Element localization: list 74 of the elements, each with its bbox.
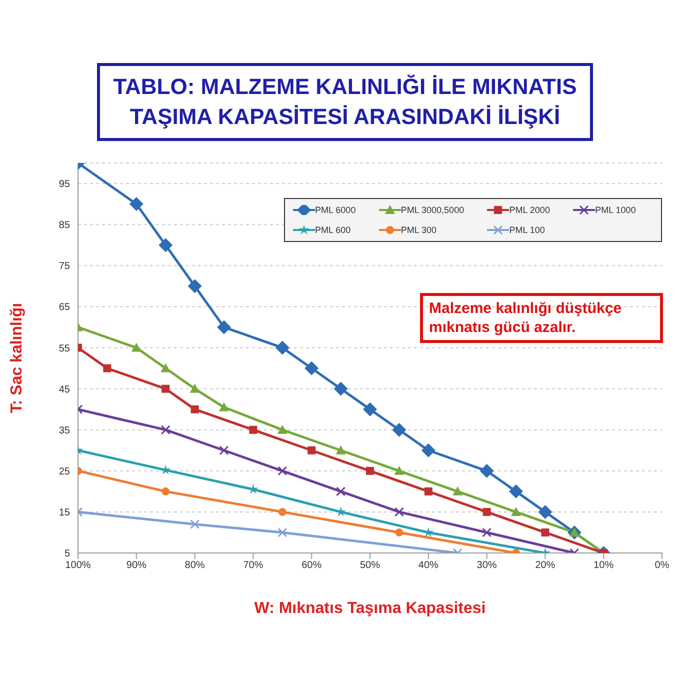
point bbox=[278, 466, 288, 476]
y-tick-label: 65 bbox=[58, 302, 70, 314]
point bbox=[452, 486, 463, 496]
point bbox=[278, 508, 286, 516]
point bbox=[392, 422, 406, 437]
point bbox=[158, 238, 173, 252]
legend-label: PML 100 bbox=[509, 225, 545, 235]
point bbox=[480, 464, 494, 478]
legend-label: PML 6000 bbox=[315, 205, 356, 215]
point bbox=[394, 466, 404, 475]
point bbox=[541, 528, 550, 536]
x-axis-title: W: Mıknatıs Taşıma Kapasitesi bbox=[254, 600, 486, 617]
x-tick-label: 0% bbox=[654, 560, 670, 572]
point bbox=[304, 361, 319, 376]
x-tick-label: 90% bbox=[126, 560, 147, 572]
point bbox=[277, 424, 288, 434]
x-tick-label: 60% bbox=[302, 560, 322, 572]
y-tick-label: 25 bbox=[58, 466, 70, 478]
x-tick-label: 40% bbox=[418, 560, 439, 572]
x-tick-label: 70% bbox=[243, 560, 264, 572]
y-tick-label: 85 bbox=[58, 220, 70, 232]
point bbox=[219, 446, 229, 456]
point bbox=[511, 506, 521, 516]
point bbox=[217, 320, 231, 334]
y-tick-label: 55 bbox=[58, 343, 70, 354]
point bbox=[336, 445, 346, 454]
point bbox=[334, 382, 348, 396]
x-tick-label: 80% bbox=[184, 560, 205, 572]
point bbox=[129, 197, 144, 212]
point bbox=[509, 484, 523, 498]
y-tick-label: 45 bbox=[58, 384, 70, 396]
point bbox=[162, 487, 170, 496]
y-tick-label: 5 bbox=[64, 548, 70, 560]
legend-label: PML 1000 bbox=[595, 205, 636, 215]
legend-label: PML 2000 bbox=[509, 205, 550, 215]
point bbox=[363, 402, 377, 416]
point bbox=[103, 364, 112, 372]
point bbox=[131, 342, 142, 352]
annotation: Malzeme kalınlığı düştükçe mıknatıs gücü azalır. bbox=[420, 293, 663, 343]
legend-label: PML 300 bbox=[400, 225, 437, 235]
x-tick-label: 50% bbox=[360, 560, 380, 572]
point bbox=[160, 425, 170, 435]
y-tick-label: 95 bbox=[58, 179, 70, 190]
point bbox=[394, 507, 404, 517]
point bbox=[249, 426, 258, 434]
point bbox=[219, 402, 229, 412]
point bbox=[336, 486, 346, 496]
point bbox=[538, 504, 552, 519]
point bbox=[160, 363, 171, 372]
x-tick-label: 10% bbox=[594, 560, 614, 572]
point bbox=[482, 508, 491, 516]
point bbox=[424, 487, 432, 496]
point bbox=[190, 384, 200, 393]
point bbox=[366, 466, 374, 475]
point bbox=[190, 520, 200, 530]
x-tick-label: 20% bbox=[535, 560, 556, 572]
legend-label: PML 600 bbox=[315, 225, 351, 235]
point bbox=[395, 528, 404, 536]
point bbox=[421, 443, 436, 458]
point bbox=[275, 340, 290, 355]
point bbox=[308, 446, 316, 454]
point bbox=[162, 384, 170, 393]
y-tick-label: 75 bbox=[58, 261, 70, 272]
legend-label: PML 3000,5000 bbox=[400, 205, 464, 215]
x-tick-label: 100% bbox=[65, 560, 91, 572]
x-tick-label: 30% bbox=[476, 560, 497, 572]
point bbox=[188, 279, 202, 294]
y-tick-label: 35 bbox=[58, 425, 70, 436]
point bbox=[190, 405, 199, 414]
chart-title: TABLO: MALZEME KALINLIĞI İLE MIKNATIS TAŞIMA KAPASİTESİ ARASINDAKİ İLİŞKİ bbox=[97, 63, 593, 141]
y-axis-title: T: Sac kalınlığı bbox=[8, 302, 26, 414]
y-tick-label: 15 bbox=[58, 507, 70, 518]
point bbox=[482, 528, 492, 538]
point bbox=[278, 528, 288, 538]
